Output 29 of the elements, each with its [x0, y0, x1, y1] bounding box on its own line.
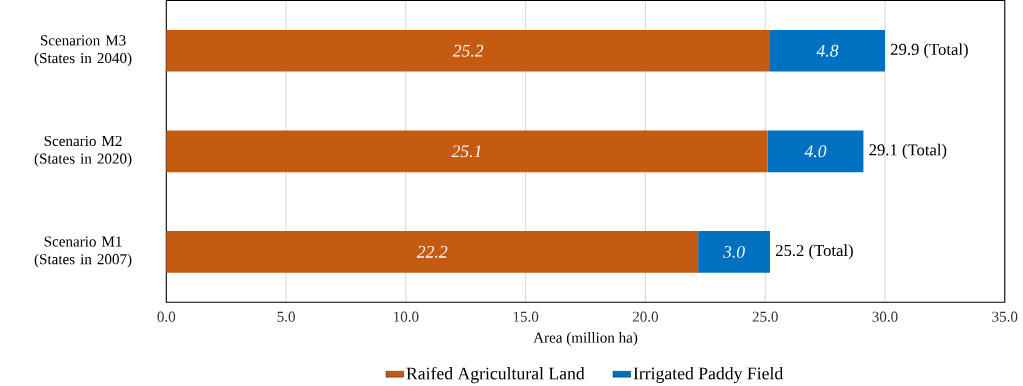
bar — [166, 130, 768, 173]
x-tick-label: 5.0 — [277, 311, 295, 322]
bar — [166, 231, 699, 273]
data-label: 22.2 — [416, 246, 448, 259]
legend-label: Raifed Agricultural Land — [406, 367, 585, 384]
x-tick-label: 15.0 — [513, 311, 539, 322]
data-label: 4.0 — [804, 145, 827, 158]
x-axis-title: Area (million ha) — [533, 332, 638, 346]
total-label: 29.1 (Total) — [869, 143, 947, 160]
bar — [767, 130, 864, 173]
bar — [166, 30, 770, 72]
total-label: 25.2 (Total) — [775, 244, 853, 260]
y-tick-label: Scenarion M3 (States in 2040) — [34, 35, 132, 67]
data-label: 3.0 — [722, 246, 745, 259]
y-tick-label: Scenario M1 (States in 2007) — [34, 236, 132, 268]
total-label: 29.9 (Total) — [890, 43, 968, 59]
bar — [770, 30, 885, 72]
y-tick-label: Scenario M2 (States in 2020) — [34, 136, 132, 167]
x-tick-label: 20.0 — [632, 311, 659, 322]
data-label: 25.2 — [452, 44, 484, 57]
x-tick-label: 35.0 — [992, 311, 1018, 322]
x-tick-label: 0.0 — [157, 311, 176, 322]
x-tick-label: 25.0 — [752, 311, 778, 322]
x-tick-label: 10.0 — [394, 311, 419, 322]
data-label: 4.8 — [816, 44, 839, 57]
legend-label: Irrigated Paddy Field — [633, 367, 784, 384]
x-tick-label: 30.0 — [872, 311, 898, 322]
bar — [698, 231, 770, 273]
data-label: 25.1 — [451, 145, 481, 158]
